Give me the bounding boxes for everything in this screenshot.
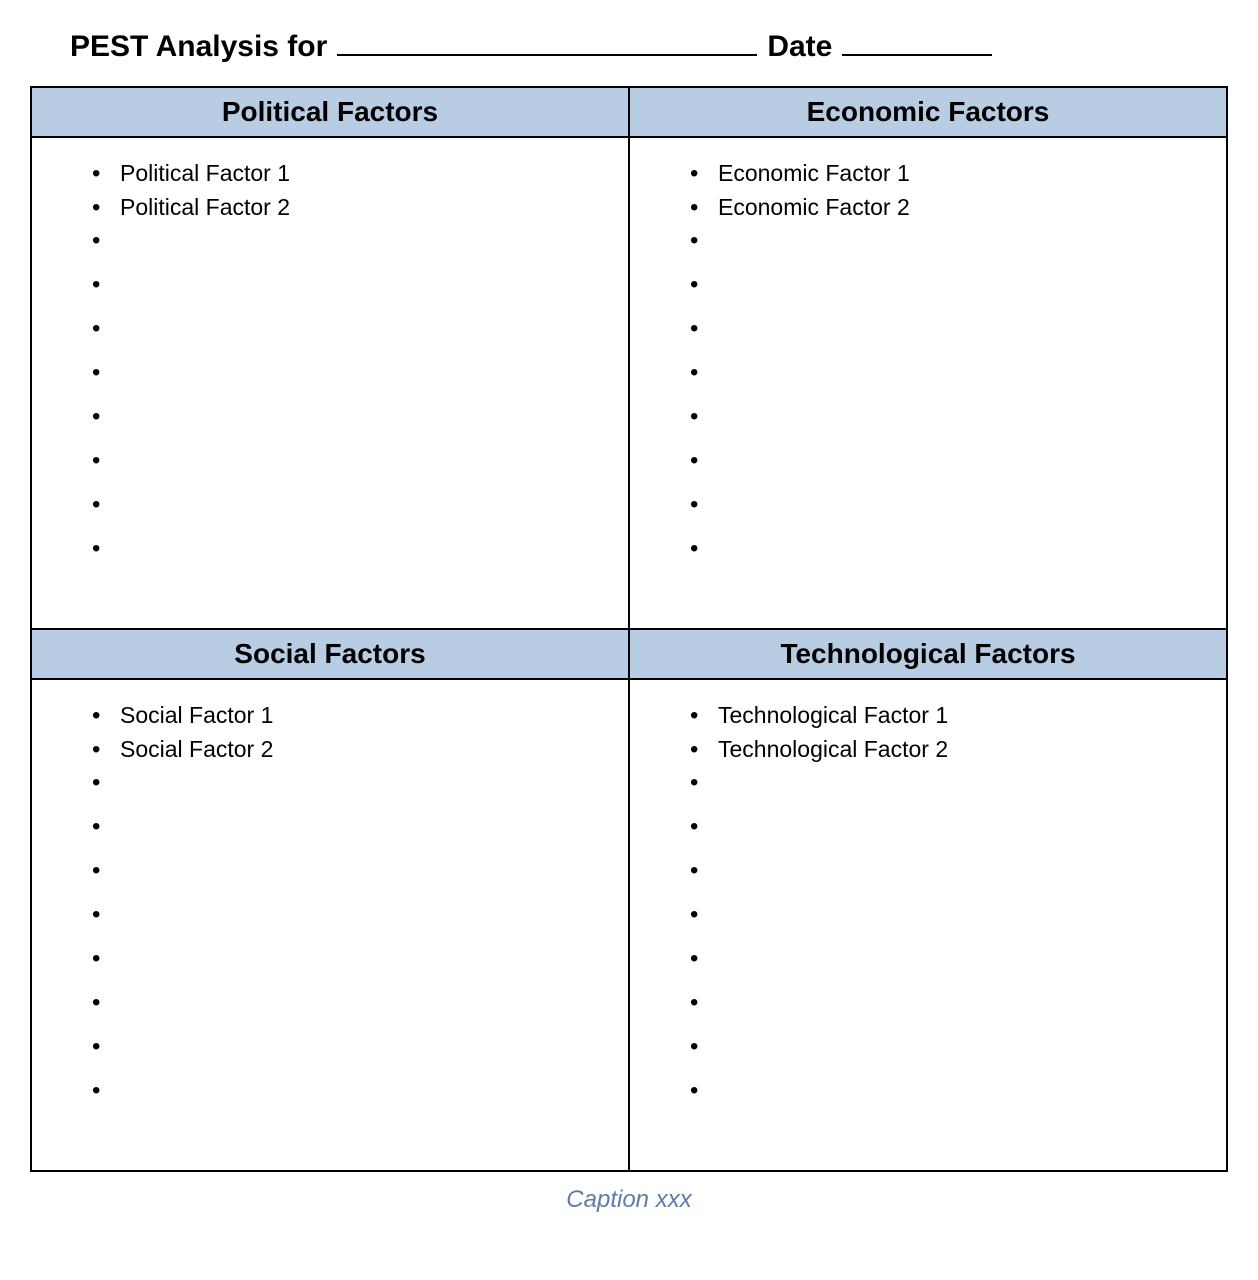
economic-body: Economic Factor 1 Economic Factor 2 bbox=[630, 138, 1226, 628]
list-item[interactable] bbox=[690, 857, 1202, 881]
list-item[interactable] bbox=[92, 447, 604, 471]
list-item[interactable] bbox=[690, 769, 1202, 793]
social-body: Social Factor 1 Social Factor 2 bbox=[32, 680, 628, 1170]
blank-for-field[interactable] bbox=[337, 32, 757, 56]
caption: Caption xxx bbox=[30, 1186, 1228, 1214]
social-header: Social Factors bbox=[32, 630, 628, 680]
date-label: Date bbox=[767, 30, 832, 64]
political-header: Political Factors bbox=[32, 88, 628, 138]
list-item[interactable] bbox=[92, 1033, 604, 1057]
list-item[interactable]: Technological Factor 1 bbox=[690, 702, 1202, 730]
list-item[interactable] bbox=[690, 813, 1202, 837]
list-item[interactable] bbox=[690, 227, 1202, 251]
list-item[interactable] bbox=[690, 315, 1202, 339]
social-cell: Social Factors Social Factor 1 Social Fa… bbox=[32, 629, 629, 1170]
list-item[interactable] bbox=[690, 1033, 1202, 1057]
list-item[interactable] bbox=[92, 1077, 604, 1101]
economic-list: Economic Factor 1 Economic Factor 2 bbox=[690, 160, 1202, 559]
pest-grid: Political Factors Political Factor 1 Pol… bbox=[30, 86, 1228, 1172]
political-list: Political Factor 1 Political Factor 2 bbox=[92, 160, 604, 559]
list-item[interactable] bbox=[690, 491, 1202, 515]
list-item[interactable]: Economic Factor 1 bbox=[690, 160, 1202, 188]
list-item[interactable] bbox=[92, 535, 604, 559]
list-item[interactable] bbox=[690, 403, 1202, 427]
list-item[interactable] bbox=[690, 447, 1202, 471]
list-item[interactable] bbox=[690, 989, 1202, 1013]
list-item[interactable] bbox=[92, 359, 604, 383]
technological-header: Technological Factors bbox=[630, 630, 1226, 680]
list-item[interactable] bbox=[92, 271, 604, 295]
list-item[interactable] bbox=[92, 813, 604, 837]
list-item[interactable] bbox=[92, 315, 604, 339]
list-item[interactable]: Economic Factor 2 bbox=[690, 194, 1202, 222]
list-item[interactable] bbox=[92, 769, 604, 793]
social-list: Social Factor 1 Social Factor 2 bbox=[92, 702, 604, 1101]
list-item[interactable] bbox=[92, 901, 604, 925]
list-item[interactable] bbox=[690, 535, 1202, 559]
economic-header: Economic Factors bbox=[630, 88, 1226, 138]
page-header: PEST Analysis for Date bbox=[30, 30, 1228, 64]
list-item[interactable]: Political Factor 2 bbox=[92, 194, 604, 222]
list-item[interactable] bbox=[690, 901, 1202, 925]
list-item[interactable] bbox=[92, 403, 604, 427]
list-item[interactable]: Social Factor 2 bbox=[92, 736, 604, 764]
list-item[interactable] bbox=[92, 857, 604, 881]
list-item[interactable]: Social Factor 1 bbox=[92, 702, 604, 730]
list-item[interactable]: Technological Factor 2 bbox=[690, 736, 1202, 764]
list-item[interactable] bbox=[92, 227, 604, 251]
list-item[interactable] bbox=[92, 989, 604, 1013]
technological-list: Technological Factor 1 Technological Fac… bbox=[690, 702, 1202, 1101]
title-prefix: PEST Analysis for bbox=[70, 30, 327, 64]
political-cell: Political Factors Political Factor 1 Pol… bbox=[32, 88, 629, 629]
technological-cell: Technological Factors Technological Fact… bbox=[629, 629, 1226, 1170]
list-item[interactable] bbox=[92, 491, 604, 515]
technological-body: Technological Factor 1 Technological Fac… bbox=[630, 680, 1226, 1170]
list-item[interactable] bbox=[690, 359, 1202, 383]
blank-date-field[interactable] bbox=[842, 32, 992, 56]
economic-cell: Economic Factors Economic Factor 1 Econo… bbox=[629, 88, 1226, 629]
list-item[interactable] bbox=[690, 1077, 1202, 1101]
list-item[interactable] bbox=[690, 945, 1202, 969]
list-item[interactable] bbox=[690, 271, 1202, 295]
list-item[interactable] bbox=[92, 945, 604, 969]
list-item[interactable]: Political Factor 1 bbox=[92, 160, 604, 188]
political-body: Political Factor 1 Political Factor 2 bbox=[32, 138, 628, 628]
